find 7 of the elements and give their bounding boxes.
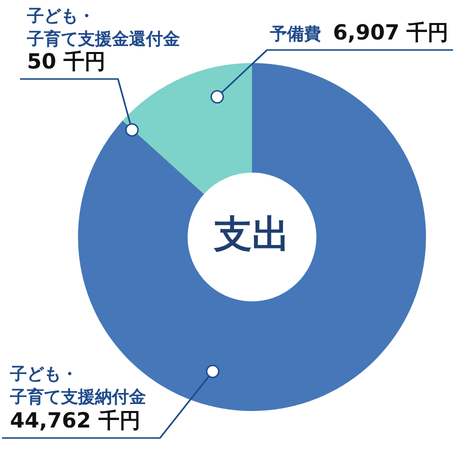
data-label: 6,907 千円 — [333, 20, 449, 44]
data-label: 50 千円 — [27, 49, 106, 74]
data-label: 44,762 千円 — [10, 408, 140, 432]
slice-label: 子ども・子育て支援金還付金 — [26, 6, 180, 50]
text: 支出 — [213, 212, 290, 256]
slice-label: 予備費 — [269, 24, 321, 44]
slice-label: 子ども・子育て支援納付金 — [9, 364, 146, 408]
